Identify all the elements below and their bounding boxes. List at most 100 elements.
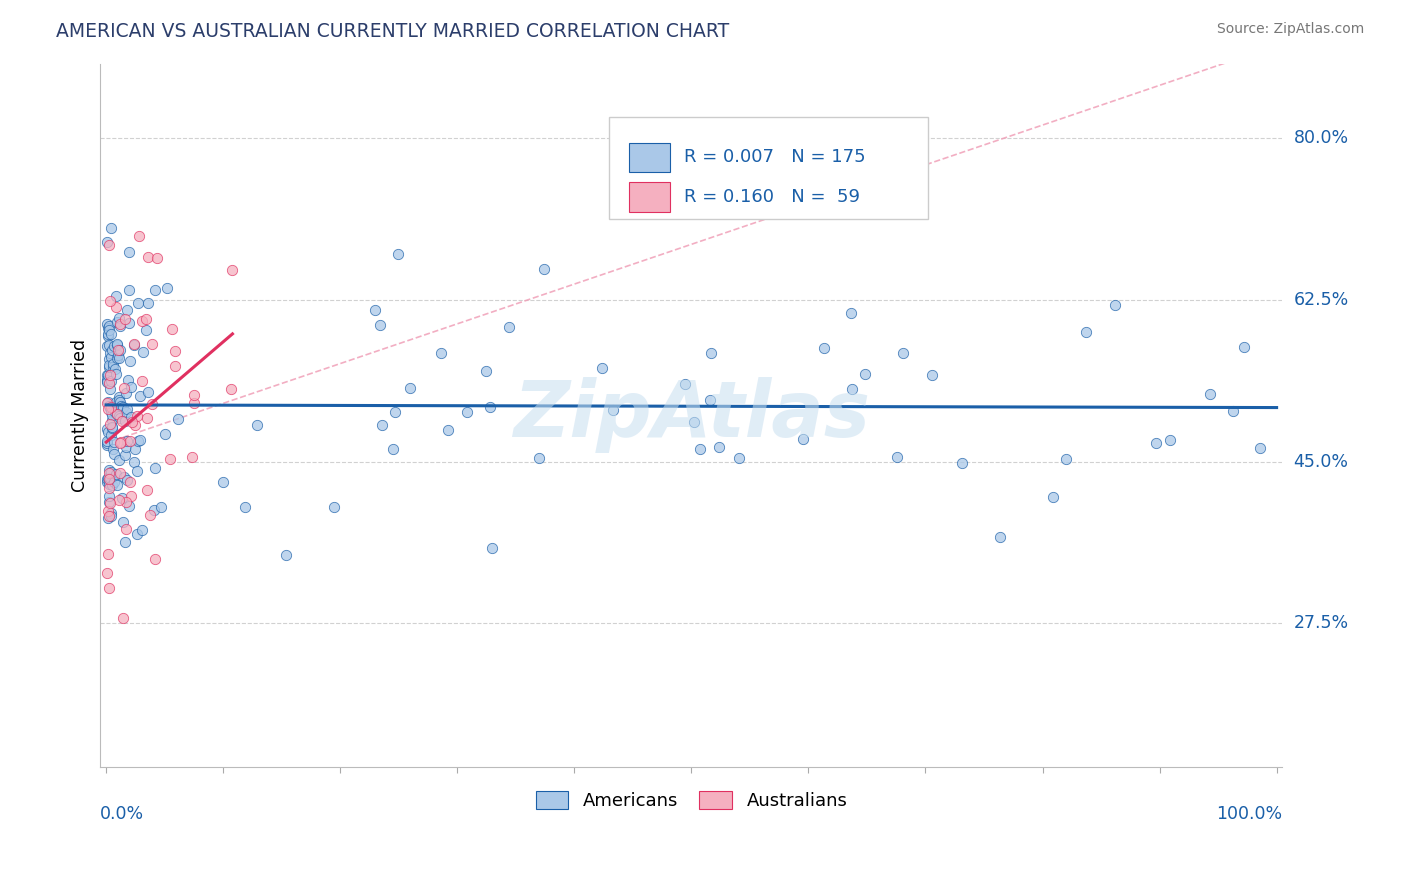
- Point: [97, 401, 120, 416]
- Point: [1233, 340, 1256, 354]
- Point: [97, 581, 120, 595]
- Point: [97, 338, 120, 352]
- Point: [108, 318, 131, 332]
- Point: [128, 433, 150, 447]
- Point: [107, 348, 129, 362]
- Point: [699, 393, 721, 408]
- Point: [101, 442, 124, 457]
- Point: [118, 499, 141, 513]
- Text: ZipAtlas: ZipAtlas: [513, 377, 870, 453]
- Point: [104, 368, 127, 382]
- Point: [100, 374, 122, 388]
- Point: [97, 495, 120, 509]
- Point: [156, 281, 179, 295]
- Point: [98, 496, 121, 510]
- Point: [127, 295, 149, 310]
- Point: [101, 420, 124, 434]
- Point: [105, 467, 128, 482]
- Point: [97, 547, 120, 561]
- Point: [100, 404, 122, 418]
- Point: [97, 326, 120, 341]
- Point: [707, 440, 730, 454]
- Point: [97, 471, 120, 485]
- Point: [456, 405, 478, 419]
- Point: [371, 418, 394, 433]
- Point: [100, 400, 122, 414]
- Point: [181, 450, 204, 464]
- Point: [107, 343, 129, 357]
- Point: [104, 289, 127, 303]
- Point: [124, 454, 146, 468]
- Point: [112, 381, 135, 395]
- Point: [100, 343, 122, 358]
- Point: [96, 438, 118, 452]
- Point: [159, 452, 181, 467]
- Point: [124, 417, 146, 432]
- Point: [813, 341, 835, 355]
- Point: [115, 302, 138, 317]
- Point: [792, 432, 814, 446]
- Point: [165, 359, 187, 373]
- Point: [103, 475, 125, 490]
- Point: [97, 321, 120, 335]
- Text: 62.5%: 62.5%: [1294, 291, 1348, 309]
- Point: [96, 425, 118, 440]
- Point: [382, 442, 405, 456]
- Point: [96, 434, 118, 448]
- Point: [96, 317, 118, 331]
- Point: [131, 374, 153, 388]
- Point: [108, 393, 131, 408]
- Point: [387, 246, 409, 260]
- Point: [100, 350, 122, 364]
- Point: [1159, 434, 1181, 448]
- Point: [96, 475, 118, 489]
- Point: [105, 351, 128, 365]
- Point: [98, 466, 121, 480]
- Point: [384, 405, 406, 419]
- Point: [112, 470, 135, 484]
- Point: [841, 382, 863, 396]
- Point: [120, 490, 142, 504]
- Point: [98, 417, 121, 431]
- Point: [110, 399, 132, 413]
- Point: [118, 245, 141, 260]
- Point: [96, 339, 118, 353]
- Point: [115, 405, 138, 419]
- Point: [108, 351, 131, 365]
- Point: [219, 382, 242, 396]
- Point: [132, 345, 155, 359]
- Point: [683, 416, 706, 430]
- Point: [235, 500, 257, 515]
- Point: [100, 221, 122, 235]
- Point: [98, 477, 121, 491]
- Point: [97, 376, 120, 390]
- Point: [96, 566, 118, 580]
- Point: [103, 338, 125, 352]
- Point: [124, 336, 146, 351]
- Point: [96, 435, 118, 450]
- Point: [124, 442, 146, 456]
- Point: [98, 481, 121, 495]
- Point: [136, 384, 159, 399]
- Point: [118, 353, 141, 368]
- Point: [98, 319, 121, 334]
- Point: [437, 423, 460, 437]
- Point: [100, 327, 122, 342]
- Point: [398, 381, 420, 395]
- Point: [105, 395, 128, 409]
- Point: [98, 382, 121, 396]
- Point: [121, 416, 143, 430]
- Point: [110, 395, 132, 409]
- Point: [103, 447, 125, 461]
- Point: [1042, 491, 1064, 505]
- Point: [136, 411, 159, 425]
- Point: [105, 408, 128, 422]
- Point: [886, 450, 908, 465]
- Point: [105, 315, 128, 329]
- Point: [128, 229, 150, 244]
- Point: [475, 364, 498, 378]
- Text: Source: ZipAtlas.com: Source: ZipAtlas.com: [1216, 22, 1364, 37]
- Point: [117, 373, 139, 387]
- Point: [98, 360, 121, 375]
- FancyBboxPatch shape: [628, 182, 671, 211]
